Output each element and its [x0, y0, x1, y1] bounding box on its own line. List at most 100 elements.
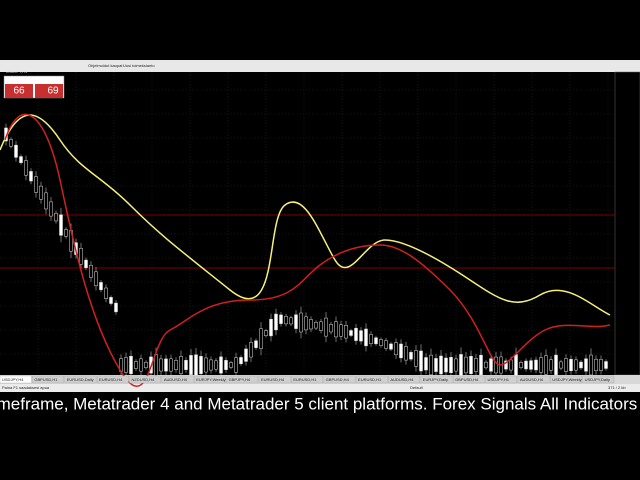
tab-label: GBPUSD,H1 [34, 377, 58, 382]
status-text: 371 / 2 kb [608, 385, 626, 390]
sell-button[interactable] [5, 84, 33, 98]
status-text: Paina F1 saadaksesi apua [2, 385, 50, 390]
tab[interactable] [291, 375, 323, 384]
candle [299, 312, 303, 333]
candle [59, 214, 63, 236]
candle [184, 360, 188, 370]
candle [574, 359, 578, 371]
candle [249, 342, 253, 358]
candle [344, 325, 348, 339]
candle [104, 287, 108, 299]
candle [399, 343, 403, 359]
candle [559, 361, 563, 369]
tab[interactable] [550, 375, 582, 384]
candle [179, 356, 183, 374]
candle [264, 330, 268, 336]
yellow-ma [0, 114, 611, 316]
candle [164, 358, 168, 372]
candle [494, 356, 498, 374]
candle [554, 354, 558, 376]
candle [169, 358, 173, 372]
candle [199, 356, 203, 374]
tab-label: USDJPY,H1 [488, 377, 510, 382]
red-ma [4, 113, 611, 388]
candle [314, 321, 318, 329]
tab[interactable] [161, 375, 194, 384]
tab-label: EURUSD,H1 [358, 377, 382, 382]
tab-label: AUDUSD,H4 [390, 377, 414, 382]
price-axis [614, 71, 640, 376]
candle [239, 357, 243, 364]
candle [269, 318, 273, 337]
candle [579, 361, 583, 369]
candle [519, 362, 523, 368]
candle [379, 339, 383, 346]
candle [34, 176, 38, 193]
candle [444, 357, 448, 373]
candle [259, 328, 263, 349]
tab[interactable] [323, 375, 356, 384]
candle [214, 360, 218, 370]
candle [194, 354, 198, 376]
tab[interactable] [517, 375, 550, 384]
candle [414, 350, 418, 367]
tab[interactable] [96, 375, 129, 384]
tab-label: GBPJPY,H4 [229, 377, 251, 382]
candle [359, 330, 363, 342]
toolbar-button[interactable]: Ohjelmoidut kaupat [88, 63, 123, 68]
candle [349, 330, 353, 336]
candle [369, 334, 373, 344]
candle [604, 361, 608, 369]
tab[interactable] [194, 375, 226, 384]
candle [424, 357, 428, 371]
candle [394, 342, 398, 356]
candle [384, 340, 388, 349]
tab[interactable] [420, 375, 453, 384]
buy-button[interactable] [35, 84, 63, 98]
tab[interactable] [129, 375, 161, 384]
candle [319, 321, 323, 331]
tab-label: EURJPY,Daily [423, 377, 448, 382]
candle [464, 356, 468, 374]
candle [19, 156, 23, 163]
candle [174, 360, 178, 370]
tab[interactable] [453, 375, 485, 384]
tab-label: EURUSD,Daily [67, 377, 94, 382]
candle [49, 201, 53, 217]
tab[interactable] [258, 375, 291, 384]
candle [364, 328, 368, 347]
candle [209, 359, 213, 371]
tab-label: USDJPY,H4 [2, 377, 24, 382]
tab[interactable] [582, 375, 615, 384]
candle [29, 171, 33, 182]
tab[interactable] [485, 375, 518, 384]
candle [294, 314, 298, 329]
tab[interactable] [64, 375, 97, 384]
candle [284, 315, 288, 325]
candle [409, 352, 413, 360]
candle [129, 355, 133, 375]
tab[interactable] [355, 375, 388, 384]
candle [339, 324, 343, 337]
tab[interactable] [32, 375, 64, 384]
tab[interactable] [0, 375, 32, 384]
candle [534, 359, 538, 371]
candle [564, 358, 568, 372]
candle [204, 357, 208, 373]
tab[interactable] [388, 375, 420, 384]
candle [274, 313, 278, 331]
candle [509, 359, 513, 371]
candle [304, 316, 308, 331]
candle [454, 358, 458, 372]
candle [289, 317, 293, 325]
candle [124, 357, 128, 373]
candle [479, 354, 483, 376]
candle [219, 356, 223, 374]
candle [539, 357, 543, 373]
candle [334, 321, 338, 338]
candle [159, 358, 163, 372]
tab[interactable] [226, 375, 259, 384]
toolbar-button[interactable]: Uusi toimeksianto [123, 63, 155, 68]
candle [189, 355, 193, 375]
